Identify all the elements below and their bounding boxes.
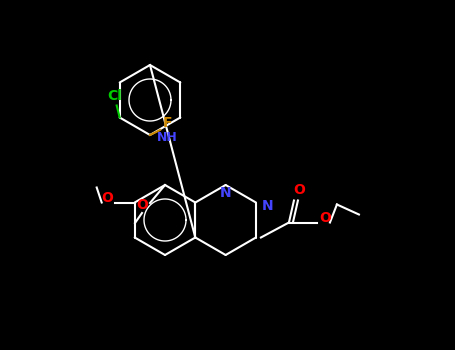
Text: Cl: Cl <box>107 89 122 103</box>
Text: F: F <box>163 116 173 130</box>
Text: N: N <box>220 186 232 200</box>
Text: O: O <box>319 211 331 225</box>
Text: NH: NH <box>157 131 178 144</box>
Text: O: O <box>136 198 148 212</box>
Text: O: O <box>101 191 113 205</box>
Text: N: N <box>262 199 274 213</box>
Text: O: O <box>293 183 305 197</box>
